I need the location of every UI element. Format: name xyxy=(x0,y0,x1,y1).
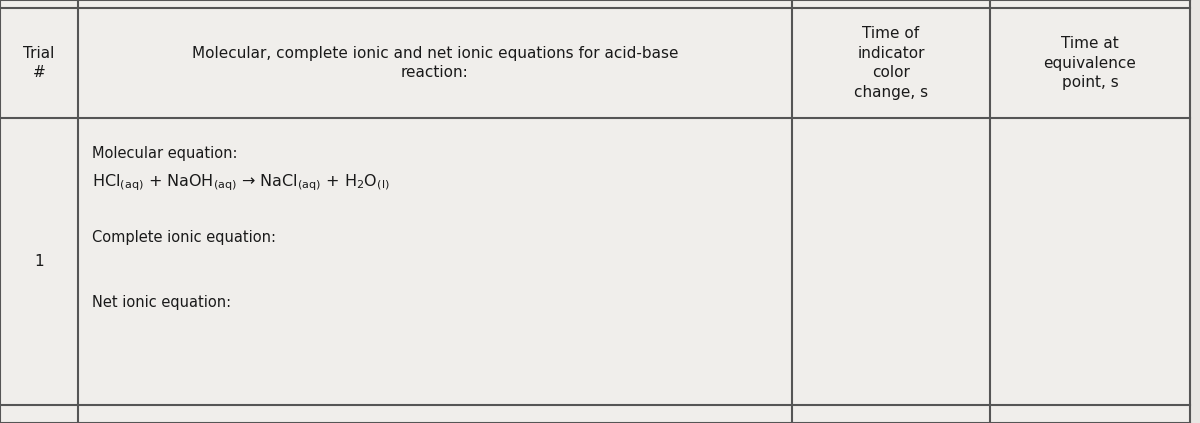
Text: HCl$_{\mathrm{(aq)}}$ + NaOH$_{\mathrm{(aq)}}$ → NaCl$_{\mathrm{(aq)}}$ + H$_{\m: HCl$_{\mathrm{(aq)}}$ + NaOH$_{\mathrm{(… xyxy=(92,172,390,192)
Text: Complete ionic equation:: Complete ionic equation: xyxy=(92,230,276,245)
Text: Net ionic equation:: Net ionic equation: xyxy=(92,295,232,310)
Text: Trial
#: Trial # xyxy=(23,46,55,80)
Text: Time of
indicator
color
change, s: Time of indicator color change, s xyxy=(854,26,928,100)
Text: 1: 1 xyxy=(34,254,44,269)
Text: Molecular, complete ionic and net ionic equations for acid-base
reaction:: Molecular, complete ionic and net ionic … xyxy=(192,46,678,80)
Text: Time at
equivalence
point, s: Time at equivalence point, s xyxy=(1044,36,1136,90)
Text: Molecular equation:: Molecular equation: xyxy=(92,146,238,161)
